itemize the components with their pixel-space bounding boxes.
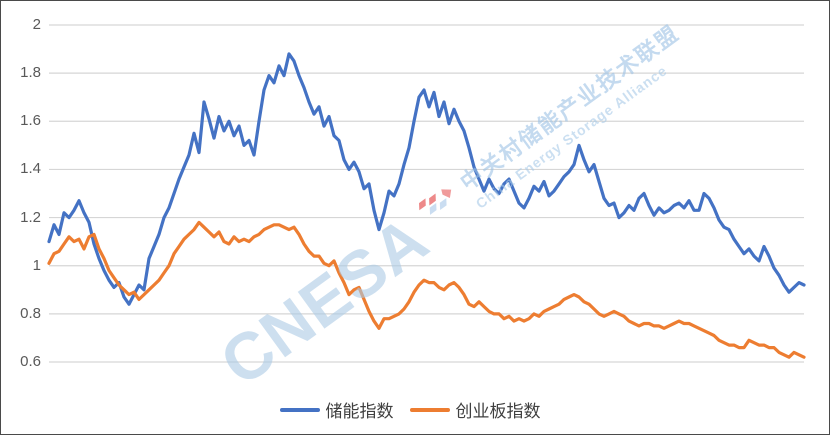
legend-label-chinext-index: 创业板指数 — [455, 402, 541, 421]
legend: 储能指数 创业板指数 — [1, 397, 829, 422]
y-axis-tick-label: 1 — [32, 256, 41, 274]
y-axis-tick-label: 1.2 — [20, 208, 41, 226]
legend-line-chinext-index — [409, 407, 450, 412]
legend-line-storage-index — [279, 407, 320, 412]
y-axis-tick-label: 1.4 — [20, 160, 41, 178]
y-axis-tick-label: 0.6 — [20, 353, 41, 370]
legend-label-storage-index: 储能指数 — [325, 402, 394, 421]
y-axis-tick-label: 2 — [32, 16, 41, 33]
y-axis-tick-label: 1.6 — [20, 112, 41, 130]
y-axis-tick-label: 1.8 — [20, 64, 41, 82]
series-line-0 — [47, 52, 806, 306]
y-axis-tick-label: 0.8 — [20, 304, 41, 322]
series-line-1 — [47, 220, 806, 359]
